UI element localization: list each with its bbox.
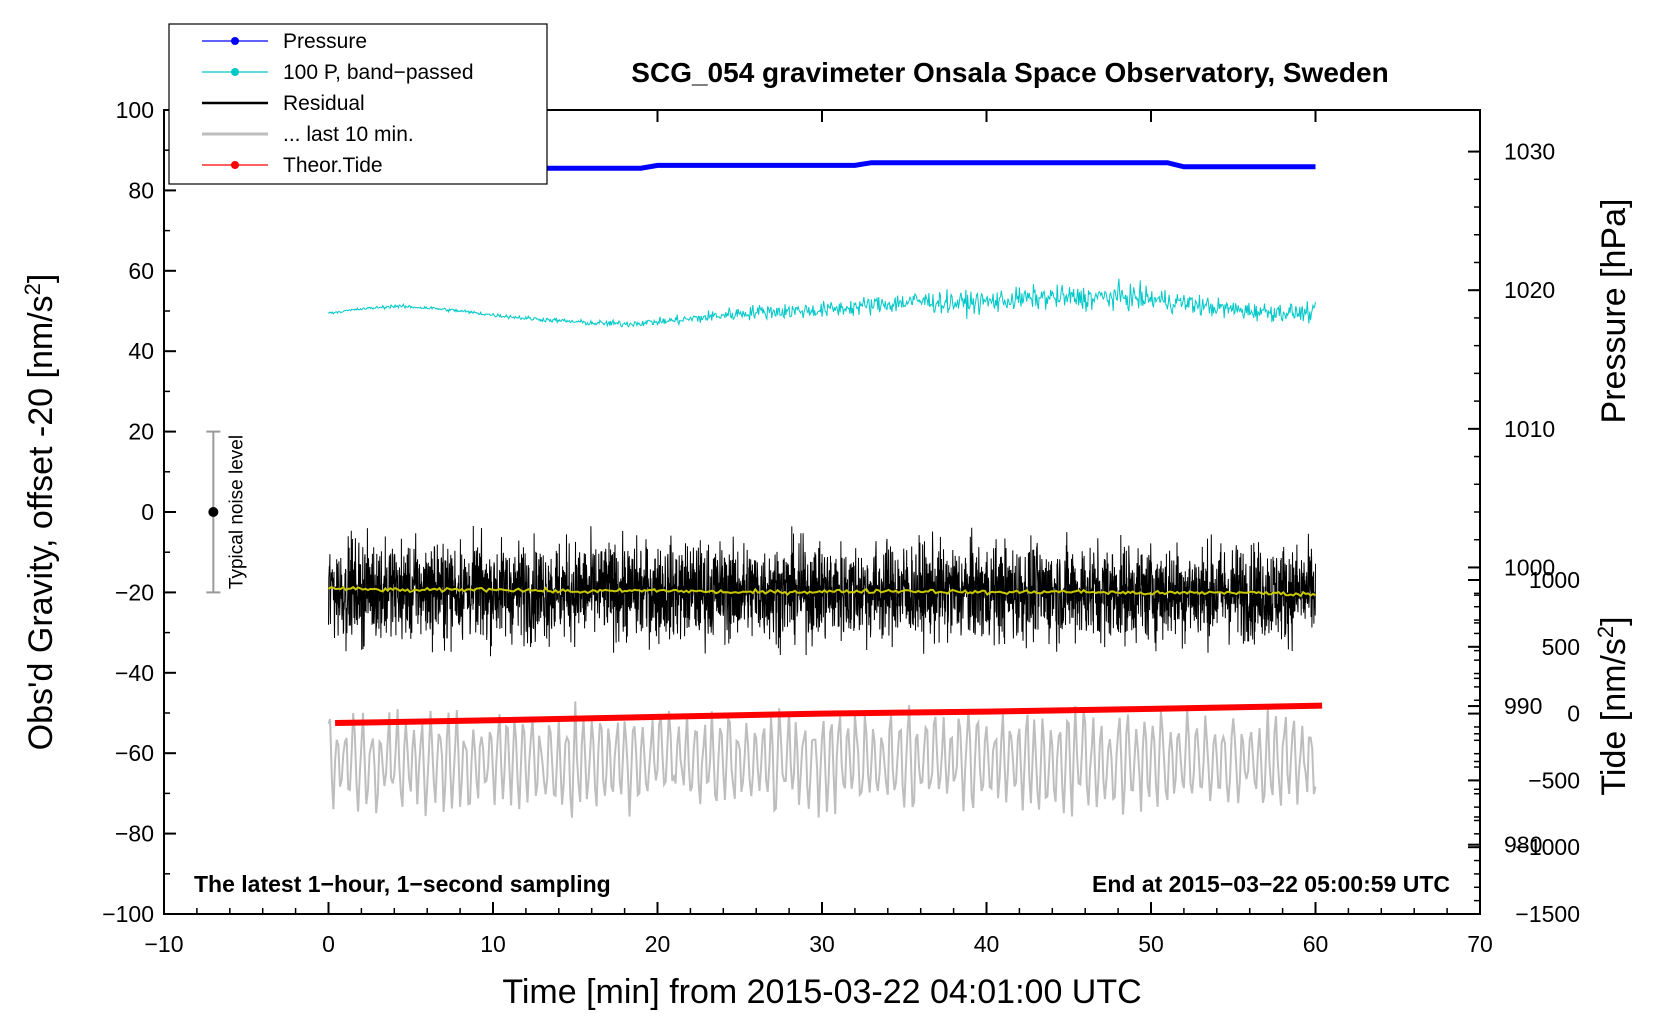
y-axis-pressure-title: Pressure [hPa] <box>1595 199 1633 424</box>
y-tick-label: 0 <box>141 499 154 525</box>
noise-bar-center-dot <box>208 507 219 517</box>
legend-label: Pressure <box>283 30 367 53</box>
plot-frame <box>163 109 1481 915</box>
pressure-tick-label: 1010 <box>1504 416 1555 442</box>
legend-item: ... last 10 min. <box>202 123 414 146</box>
y-axis-tide-title-sup: 2 <box>1593 626 1618 638</box>
y-axis-left: 100 80 60 40 20 0 −20 −40 −60 −80 −100 <box>102 97 176 927</box>
series-layer <box>327 160 1323 818</box>
legend-swatch-marker <box>231 37 239 45</box>
pressure-tick-label: 1030 <box>1504 139 1555 165</box>
y-tick-label: 40 <box>128 338 154 364</box>
y-axis-left-title-sup: 2 <box>20 283 45 295</box>
tide-tick-label: 500 <box>1542 634 1580 660</box>
y-tick-label: 60 <box>128 258 154 284</box>
x-tick-label: 10 <box>480 931 506 957</box>
legend-items: Pressure 100 P, band−passed Residual ... la… <box>202 30 474 177</box>
y-tick-label: −100 <box>102 901 154 927</box>
y-tick-label: −20 <box>115 579 154 605</box>
legend-label: 100 P, band−passed <box>283 61 474 84</box>
pressure-tick-label: 990 <box>1504 693 1542 719</box>
x-tick-label: 0 <box>322 931 335 957</box>
legend: Pressure 100 P, band−passed Residual ... la… <box>168 23 548 185</box>
x-tick-label: 40 <box>974 931 1000 957</box>
tide-tick-label: −1500 <box>1515 901 1580 927</box>
series-band-passed <box>328 278 1316 328</box>
y-axis-left-title: Obs'd Gravity, offset -20 [nm/s2] <box>20 274 60 751</box>
x-tick-label: 30 <box>809 931 835 957</box>
annotation-right: End at 2015−03−22 05:00:59 UTC <box>1092 871 1450 897</box>
chart-title: SCG_054 gravimeter Onsala Space Observat… <box>631 57 1388 88</box>
legend-item: Pressure <box>202 30 367 53</box>
annotation-left: The latest 1−hour, 1−second sampling <box>194 871 611 897</box>
y-tick-label: −60 <box>115 740 154 766</box>
pressure-tick-label: 980 <box>1504 832 1542 858</box>
legend-item: 100 P, band−passed <box>202 61 474 84</box>
x-axis: −10 0 10 20 30 40 50 60 70 <box>144 110 1493 957</box>
y-tick-label: −40 <box>115 660 154 686</box>
y-tick-label: 80 <box>128 177 154 203</box>
y-axis-pressure: 1030 1020 1010 1000 990 980 <box>1468 139 1555 858</box>
legend-item: Theor.Tide <box>202 154 383 177</box>
legend-label: ... last 10 min. <box>283 123 414 146</box>
y-axis-left-title-end: ] <box>22 274 60 283</box>
noise-label: Typical noise level <box>226 435 247 589</box>
legend-item: Residual <box>202 92 365 115</box>
x-axis-title: Time [min] from 2015-03-22 04:01:00 UTC <box>502 973 1141 1011</box>
tide-tick-label: −1000 <box>1515 834 1580 860</box>
series-theor-tide <box>335 702 1323 726</box>
tide-tick-label: 0 <box>1567 701 1580 727</box>
y-axis-tide-title-main: Tide [nm/s <box>1595 638 1633 795</box>
pressure-tick-label: 1020 <box>1504 277 1555 303</box>
series-last-10-min <box>327 701 1317 818</box>
legend-label: Theor.Tide <box>283 154 383 177</box>
y-axis-left-title-main: Obs'd Gravity, offset -20 [nm/s <box>22 295 60 750</box>
tide-tick-label: 1000 <box>1529 567 1580 593</box>
tide-tick-label: −500 <box>1528 767 1580 793</box>
x-tick-label: −10 <box>144 931 183 957</box>
x-tick-label: 70 <box>1467 931 1493 957</box>
noise-bar: Typical noise level <box>206 430 247 594</box>
x-tick-label: 50 <box>1138 931 1164 957</box>
y-tick-label: −80 <box>115 821 154 847</box>
y-tick-label: 100 <box>116 97 154 123</box>
legend-label: Residual <box>283 92 365 115</box>
pressure-tick-label: 1000 <box>1504 554 1555 580</box>
y-axis-tide-title-end: ] <box>1595 616 1633 625</box>
x-tick-label: 20 <box>645 931 671 957</box>
y-tick-label: 20 <box>128 419 154 445</box>
y-axis-tide-title: Tide [nm/s2] <box>1593 616 1633 795</box>
x-tick-label: 60 <box>1303 931 1329 957</box>
y-axis-tide: 1000 500 0 −500 −1000 −1500 <box>1468 567 1580 927</box>
legend-swatch-marker <box>231 161 239 169</box>
legend-swatch-marker <box>231 68 239 76</box>
series-residual-smoothed <box>327 585 1316 598</box>
